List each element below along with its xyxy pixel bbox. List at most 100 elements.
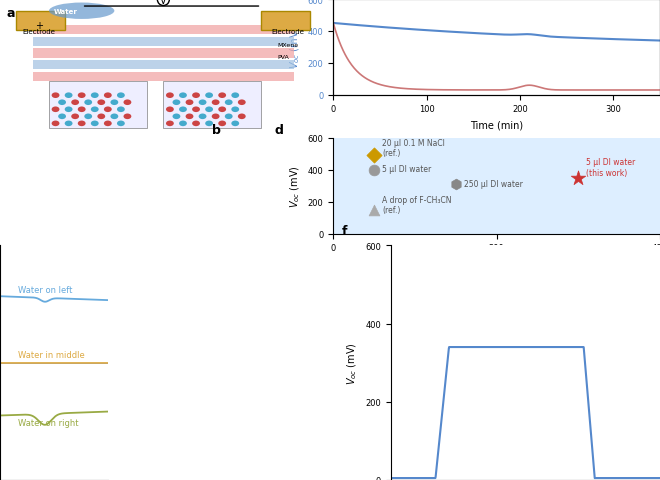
Circle shape (179, 121, 187, 127)
Circle shape (218, 93, 226, 99)
Water on right (102, 409, 110, 415)
Water on right (48, 417, 56, 422)
Bar (33, 61, 294, 70)
Water in middle (54, 360, 62, 366)
Text: Electrode: Electrode (23, 29, 55, 35)
Point (369, 167, 380, 174)
Circle shape (98, 114, 105, 120)
Circle shape (192, 107, 200, 113)
Text: V: V (160, 0, 167, 5)
Water on right (55, 412, 63, 418)
Circle shape (185, 114, 193, 120)
Bar (33, 26, 294, 35)
Circle shape (231, 121, 239, 127)
Text: d: d (275, 124, 283, 137)
Text: Water on left: Water on left (18, 286, 73, 295)
Water on left (48, 297, 55, 302)
Text: Water in middle: Water in middle (18, 350, 84, 359)
Circle shape (218, 121, 226, 127)
Circle shape (199, 114, 207, 120)
Water on left (0, 294, 4, 300)
Circle shape (65, 107, 73, 113)
Bar (33, 72, 294, 82)
Circle shape (71, 100, 79, 106)
Water on right (0, 413, 4, 419)
Circle shape (91, 93, 99, 99)
Circle shape (212, 100, 220, 106)
X-axis label: Time (min): Time (min) (470, 120, 523, 130)
Circle shape (205, 93, 213, 99)
Circle shape (51, 107, 59, 113)
Circle shape (192, 121, 200, 127)
Circle shape (104, 121, 112, 127)
Line: Water on left: Water on left (0, 297, 108, 302)
Circle shape (78, 107, 86, 113)
Text: Water on right: Water on right (18, 419, 79, 427)
Circle shape (123, 100, 131, 106)
Circle shape (225, 114, 232, 120)
Circle shape (51, 93, 59, 99)
Water in middle (48, 360, 56, 366)
Circle shape (117, 107, 125, 113)
Text: f: f (342, 224, 348, 237)
Circle shape (166, 93, 174, 99)
Water on right (84, 409, 92, 415)
Bar (164, 82, 261, 129)
Water on left (55, 296, 63, 301)
Water on left (104, 298, 112, 303)
Bar (33, 49, 294, 59)
Water on right (41, 422, 49, 428)
Text: 5 μl DI water
(this work): 5 μl DI water (this work) (587, 158, 636, 177)
Y-axis label: $V_{oc}$ (mV): $V_{oc}$ (mV) (346, 342, 360, 384)
Circle shape (231, 93, 239, 99)
X-axis label: Time (min): Time (min) (470, 258, 523, 268)
Circle shape (172, 100, 180, 106)
Circle shape (98, 100, 105, 106)
Circle shape (166, 121, 174, 127)
Text: a: a (7, 7, 15, 20)
Water in middle (60, 360, 68, 366)
Water on left (48, 297, 56, 302)
Circle shape (166, 107, 174, 113)
Water on right (61, 410, 69, 416)
Water in middle (0, 360, 4, 366)
Circle shape (78, 93, 86, 99)
Point (451, 181, 461, 189)
Circle shape (172, 114, 180, 120)
Water in middle (101, 360, 109, 366)
Water on left (102, 298, 110, 303)
Circle shape (110, 114, 118, 120)
Water in middle (48, 360, 55, 366)
Circle shape (91, 121, 99, 127)
Water on left (84, 297, 92, 303)
Circle shape (218, 107, 226, 113)
Point (573, 175, 583, 182)
Text: Water: Water (53, 9, 77, 15)
Circle shape (225, 100, 232, 106)
Circle shape (104, 107, 112, 113)
Circle shape (58, 100, 66, 106)
Circle shape (205, 121, 213, 127)
Circle shape (65, 121, 73, 127)
Circle shape (117, 93, 125, 99)
Text: MXene: MXene (278, 43, 299, 48)
Circle shape (65, 93, 73, 99)
Circle shape (123, 114, 131, 120)
Circle shape (231, 107, 239, 113)
Text: A drop of F-CH₃CN
(ref.): A drop of F-CH₃CN (ref.) (382, 195, 452, 215)
Text: 250 μl DI water: 250 μl DI water (464, 180, 523, 188)
Circle shape (84, 114, 92, 120)
Text: 20 μl 0.1 M NaCl
(ref.): 20 μl 0.1 M NaCl (ref.) (382, 139, 445, 158)
Water on left (41, 299, 49, 305)
Text: +: + (35, 21, 43, 31)
Circle shape (91, 107, 99, 113)
Circle shape (205, 107, 213, 113)
Circle shape (199, 100, 207, 106)
Circle shape (179, 107, 187, 113)
Bar (33, 37, 294, 47)
Water in middle (104, 360, 112, 366)
Line: Water on right: Water on right (0, 412, 108, 425)
Text: PVA: PVA (278, 55, 290, 60)
Ellipse shape (49, 3, 114, 20)
Circle shape (51, 121, 59, 127)
